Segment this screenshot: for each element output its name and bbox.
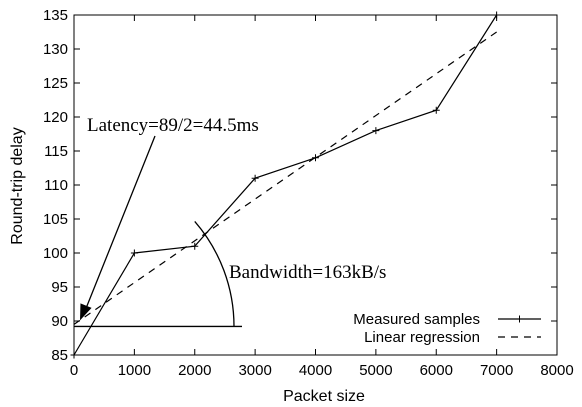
legend-label-regression: Linear regression: [364, 329, 480, 346]
data-point-marker: [70, 351, 78, 359]
plot-frame: [73, 14, 558, 356]
y-tick-label: 105: [43, 211, 68, 228]
x-tick-label: 4000: [299, 362, 332, 379]
bandwidth-annotation-label: Bandwidth=163kB/s: [229, 262, 386, 283]
series-line-measured: [73, 14, 498, 356]
x-tick-label: 8000: [540, 362, 573, 379]
x-tick-label: 5000: [359, 362, 392, 379]
y-tick-label: 115: [44, 143, 68, 160]
bandwidth-angle-arc: [194, 221, 235, 327]
series-layer: [70, 11, 501, 359]
x-tick-label: 3000: [238, 362, 271, 379]
data-point-marker: [191, 242, 199, 250]
x-axis-label: Packet size: [283, 388, 365, 405]
plot-axes: [73, 14, 558, 356]
y-tick-label: 135: [43, 7, 68, 24]
data-point-marker: [130, 249, 138, 257]
annotation-layer: Latency=89/2=44.5ms Bandwidth=163kB/s: [74, 115, 386, 328]
y-tick-label: 90: [51, 313, 68, 330]
y-tick-label: 120: [43, 109, 68, 126]
data-point-marker: [312, 154, 319, 162]
x-tick-label: 6000: [420, 362, 453, 379]
y-tick-label: 130: [43, 41, 68, 58]
data-point-marker: [251, 174, 259, 182]
x-tick-label: 7000: [480, 362, 513, 379]
y-tick-label: 85: [51, 347, 68, 364]
x-tick-label: 2000: [178, 362, 211, 379]
latency-arrow-head: [80, 303, 92, 321]
latency-annotation-label: Latency=89/2=44.5ms: [87, 115, 259, 136]
axis-ticks: 0 1000 2000 3000 4000 5000 6000 7000 8000 85 90 95 1…: [43, 7, 574, 379]
x-tick-label: 1000: [118, 362, 151, 379]
y-axis-label: Round-trip delay: [9, 127, 26, 244]
latency-arrow-shaft: [85, 135, 156, 309]
y-tick-label: 100: [43, 245, 68, 262]
y-tick-label: 95: [51, 279, 68, 296]
legend: Measured samples Linear regression: [353, 311, 541, 346]
y-tick-label: 125: [43, 75, 68, 92]
data-point-marker: [493, 11, 501, 19]
x-tick-label: 0: [70, 362, 78, 379]
y-tick-label: 110: [44, 177, 68, 194]
legend-label-measured: Measured samples: [353, 311, 480, 328]
data-point-marker: [432, 106, 440, 114]
data-point-marker: [372, 127, 380, 135]
